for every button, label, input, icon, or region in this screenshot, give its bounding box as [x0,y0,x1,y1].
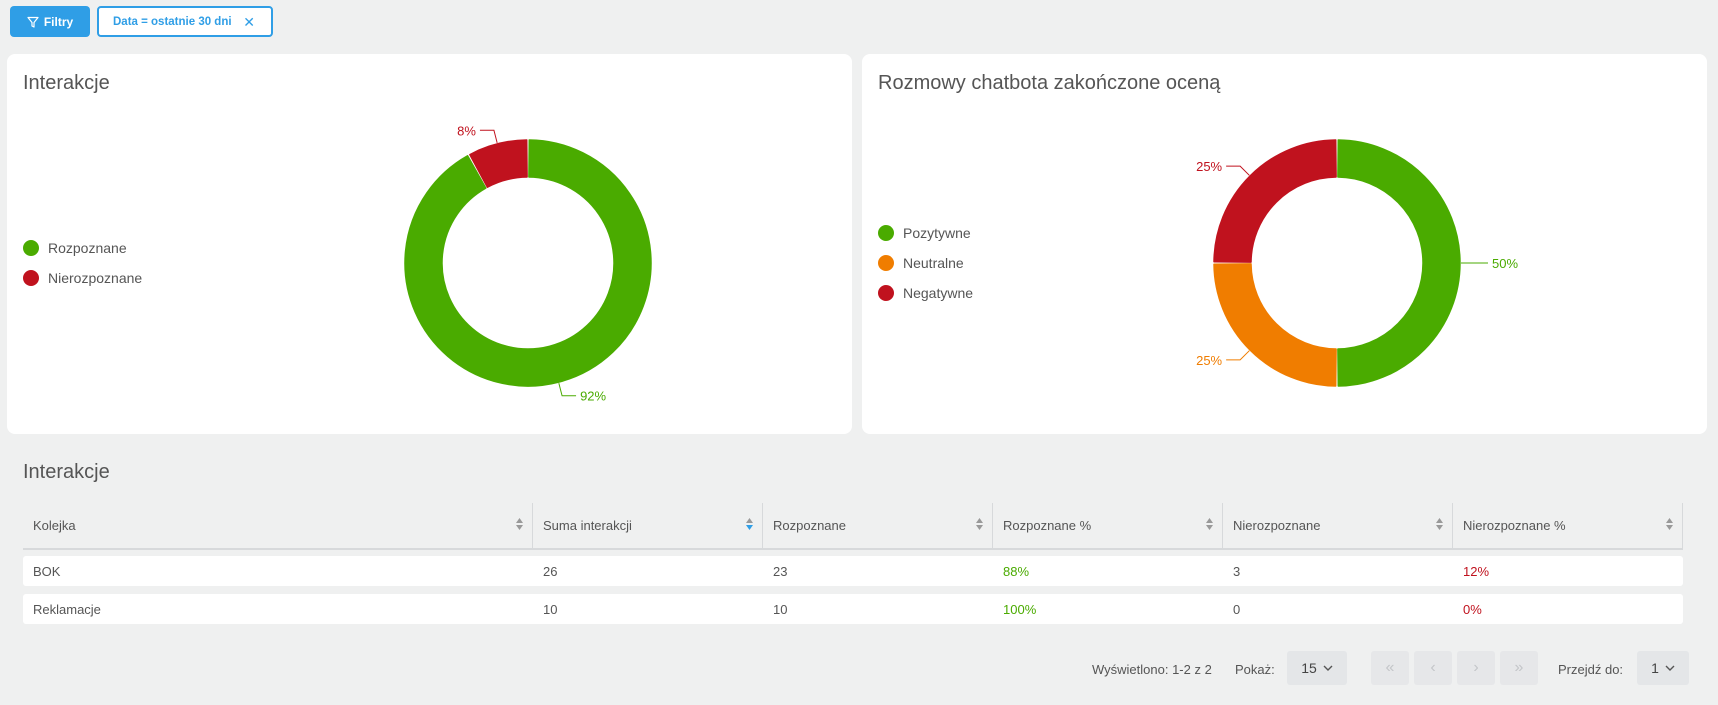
donut-slice-negatywne[interactable] [1213,139,1337,263]
chevron-down-icon [1323,665,1333,671]
sort-icon [1666,518,1673,530]
table-cell: 0 [1233,601,1241,617]
table-cell: Reklamacje [33,601,101,617]
prev-page-button[interactable]: ‹ [1414,651,1452,685]
column-header-kolejka[interactable]: Kolejka [23,503,533,548]
page-size-select[interactable]: 15 [1287,651,1347,685]
table-section-title: Interakcje [23,461,110,483]
table-cell: 23 [773,563,788,579]
chatbot-ratings-chart-card: Rozmowy chatbota zakończone oceną Pozyty… [862,54,1707,434]
donut-slice-pozytywne[interactable] [1337,139,1461,387]
chart-legend: Rozpoznane Nierozpoznane [23,233,142,293]
legend-item-pozytywne[interactable]: Pozytywne [878,218,973,248]
legend-item-rozpoznane[interactable]: Rozpoznane [23,233,142,263]
filters-button-label: Filtry [43,14,74,29]
table-cell: 10 [773,601,788,617]
last-page-button[interactable]: » [1500,651,1538,685]
remove-filter-icon[interactable]: ✕ [243,14,255,30]
donut-slice-rozpoznane[interactable] [404,139,652,387]
next-page-button[interactable]: › [1457,651,1495,685]
column-header-label: Suma interakcji [543,518,632,533]
active-filter-label: Data = ostatnie 30 dni [113,15,232,28]
legend-dot [878,285,894,301]
legend-item-neutralne[interactable]: Neutralne [878,248,973,278]
page-size-label: Pokaż: [1235,661,1275,677]
table-row[interactable]: BOK 26 23 88% 3 12% [23,556,1683,586]
legend-label: Negatywne [903,285,974,301]
sort-icon [1436,518,1443,530]
column-header-label: Rozpoznane [773,518,846,533]
column-header-label: Nierozpoznane % [1463,518,1566,533]
data-label: 50% [1492,256,1518,271]
legend-label: Rozpoznane [48,240,127,256]
column-header-rozpoznane[interactable]: Rozpoznane [763,503,993,548]
card-title: Interakcje [23,72,110,94]
active-filter-chip[interactable]: Data = ostatnie 30 dni ✕ [97,6,273,37]
sort-active-icon [746,518,753,530]
legend-dot [878,255,894,271]
column-header-suma-interakcji[interactable]: Suma interakcji [533,503,763,548]
pagination-summary: Wyświetlono: 1-2 z 2 [1092,661,1212,677]
table-cell: 3 [1233,563,1241,579]
legend-dot [23,270,39,286]
legend-item-negatywne[interactable]: Negatywne [878,278,973,308]
table-cell: BOK [33,563,61,579]
data-label: 8% [457,123,476,138]
legend-dot [878,225,894,241]
page-size-value: 15 [1301,660,1317,676]
column-header-label: Kolejka [33,518,76,533]
sort-icon [516,518,523,530]
legend-label: Pozytywne [903,225,971,241]
data-label: 25% [1196,159,1222,174]
legend-item-nierozpoznane[interactable]: Nierozpoznane [23,263,142,293]
data-label-leader-line [1226,165,1250,176]
table-cell: 10 [543,601,558,617]
goto-page-value: 1 [1651,660,1659,676]
filters-button[interactable]: Filtry [10,6,90,37]
table-header: Kolejka Suma interakcji Rozpoznane Rozpo… [23,503,1683,550]
first-page-button[interactable]: « [1371,651,1409,685]
chatbot-ratings-donut-chart: 50% 25% 25% [1196,139,1518,387]
data-label-leader-line [558,382,577,397]
data-label: 92% [580,389,606,404]
table-cell: 100% [1003,601,1037,617]
table-cell: 0% [1463,601,1482,617]
chevron-down-icon [1665,665,1675,671]
legend-label: Nierozpoznane [48,270,143,286]
card-title: Rozmowy chatbota zakończone oceną [878,72,1221,94]
column-header-label: Nierozpoznane [1233,518,1321,533]
data-label-leader-line [1226,350,1250,361]
interactions-chart-card: Interakcje Rozpoznane Nierozpoznane 92% 8… [7,54,852,434]
interactions-donut-chart: 92% 8% [404,123,652,404]
column-header-nierozpoznane-pct[interactable]: Nierozpoznane % [1453,503,1683,548]
data-label: 25% [1196,353,1222,368]
data-label-leader-line [479,129,498,144]
table-cell: 26 [543,563,558,579]
sort-icon [976,518,983,530]
filter-icon [27,16,39,28]
legend-dot [23,240,39,256]
donut-slice-neutralne[interactable] [1213,263,1337,387]
table-cell: 12% [1463,563,1490,579]
donut-slice-nierozpoznane[interactable] [469,139,528,188]
sort-icon [1206,518,1213,530]
chart-legend: Pozytywne Neutralne Negatywne [878,218,973,308]
goto-page-label: Przejdź do: [1558,661,1624,677]
column-header-label: Rozpoznane % [1003,518,1092,533]
column-header-nierozpoznane[interactable]: Nierozpoznane [1223,503,1453,548]
column-header-rozpoznane-pct[interactable]: Rozpoznane % [993,503,1223,548]
table-row[interactable]: Reklamacje 10 10 100% 0 0% [23,594,1683,624]
table-cell: 88% [1003,563,1030,579]
goto-page-select[interactable]: 1 [1637,651,1689,685]
legend-label: Neutralne [903,255,964,271]
